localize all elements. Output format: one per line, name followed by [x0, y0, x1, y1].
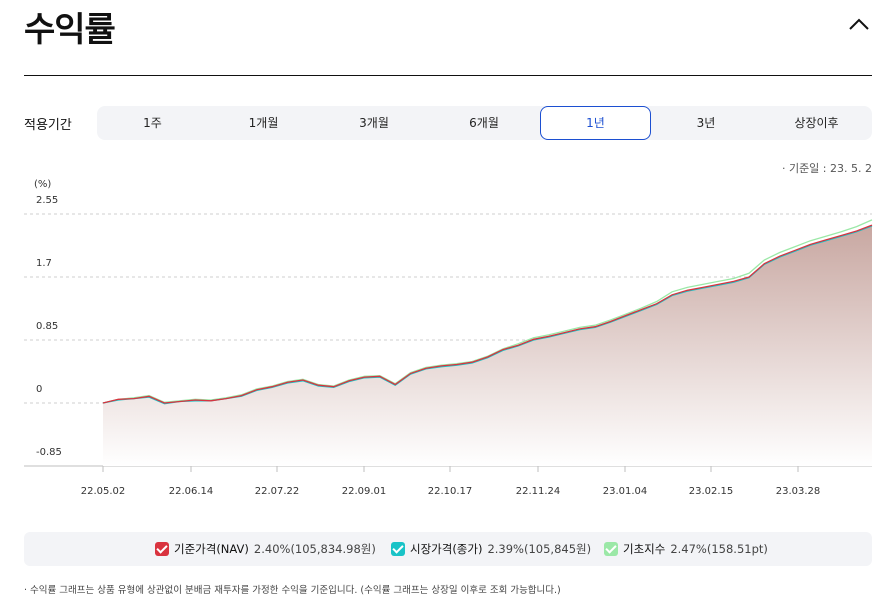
x-tick-label: 22.06.14 [169, 486, 214, 497]
period-label: 적용기간 [24, 118, 72, 133]
x-tick-label: 23.01.04 [603, 486, 648, 497]
x-tick-label: 22.10.17 [428, 486, 473, 497]
footnote: · 수익률 그래프는 상품 유형에 상관없이 분배금 재투자를 가정한 수익을 … [24, 585, 561, 596]
period-tabs: 1주 1개월 3개월 6개월 1년 3년 상장이후 [97, 106, 872, 140]
nav-line [102, 224, 873, 404]
y-tick-label: -0.85 [36, 447, 62, 458]
x-tick-label: 22.07.22 [255, 486, 300, 497]
x-tick-label: 23.02.15 [689, 486, 734, 497]
legend-item-nav[interactable]: 기준가격(NAV) 2.40%(105,834.98원) [155, 541, 376, 557]
checkbox-checked-icon[interactable] [604, 542, 618, 556]
y-tick-label: 0 [36, 384, 42, 395]
tab-3-months[interactable]: 3개월 [359, 116, 389, 130]
checkbox-checked-icon[interactable] [391, 542, 405, 556]
tab-6-months[interactable]: 6개월 [469, 116, 499, 130]
y-tick-label: 1.7 [36, 258, 52, 269]
x-tick-label: 23.03.28 [776, 486, 821, 497]
y-tick-label: 0.85 [36, 321, 58, 332]
x-tick-label: 22.05.02 [81, 486, 126, 497]
legend-item-index[interactable]: 기초지수 2.47%(158.51pt) [604, 541, 768, 557]
legend-item-market[interactable]: 시장가격(종가) 2.39%(105,845원) [391, 541, 591, 557]
page-title: 수익률 [24, 10, 116, 50]
tab-1-year[interactable]: 1년 [540, 106, 651, 140]
x-tick-label: 22.11.24 [516, 486, 561, 497]
tab-1-week[interactable]: 1주 [143, 116, 162, 130]
tab-since-listing[interactable]: 상장이후 [794, 116, 839, 130]
return-chart: (%) 2.55 1.7 0.85 0 -0.85 22.05.02 22.06.14 22… [24, 179, 873, 497]
y-axis-unit: (%) [34, 179, 51, 190]
header-divider [24, 75, 872, 76]
chart-legend: 기준가격(NAV) 2.40%(105,834.98원) 시장가격(종가) 2.… [24, 532, 872, 566]
checkbox-checked-icon[interactable] [155, 542, 169, 556]
nav-area-fill [103, 225, 872, 466]
base-date: · 기준일 : 23. 5. 2 [781, 162, 872, 175]
x-tick-label: 22.09.01 [342, 486, 387, 497]
tab-3-years[interactable]: 3년 [696, 116, 716, 130]
y-tick-label: 2.55 [36, 195, 58, 206]
chevron-up-icon[interactable] [846, 12, 872, 38]
tab-1-month[interactable]: 1개월 [248, 116, 279, 130]
